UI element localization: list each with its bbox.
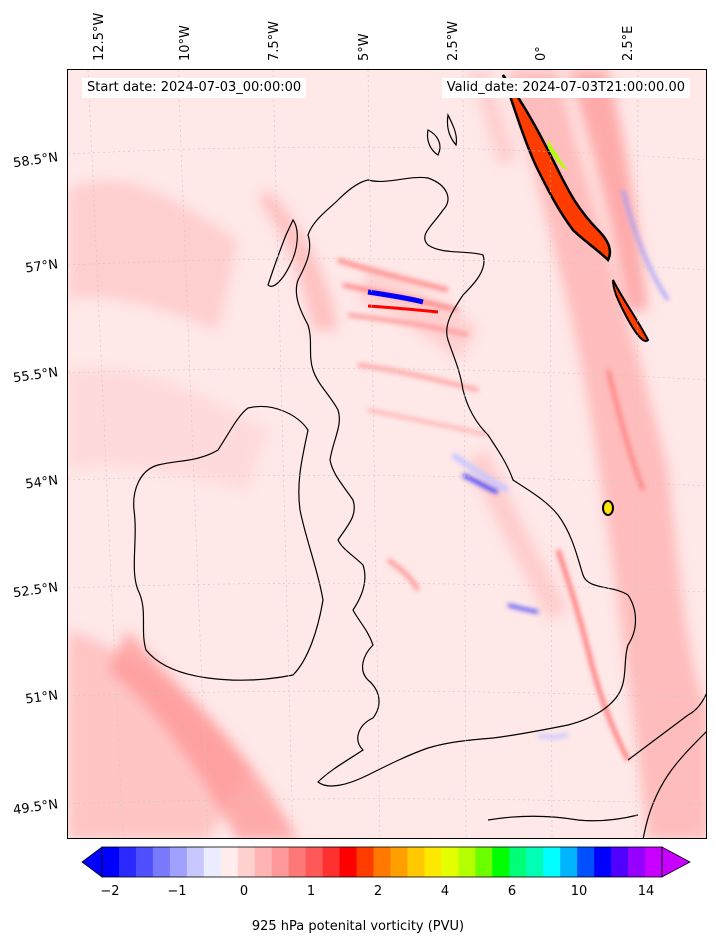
colorbar-segment <box>509 847 527 877</box>
colorbar-segment <box>560 847 578 877</box>
latitude-label: 54°N <box>24 473 60 493</box>
valid-date-label: Valid_date: 2024-07-03T21:00:00.00 <box>441 78 690 98</box>
colorbar-segment <box>152 847 171 877</box>
colorbar-segment <box>288 847 307 877</box>
colorbar-tick-label: 10 <box>570 884 588 899</box>
colorbar <box>81 846 691 878</box>
colorbar-segment <box>373 847 391 877</box>
colorbar-segment <box>169 847 188 877</box>
colorbar-segment <box>458 847 476 877</box>
latitude-label: 57°N <box>24 257 60 277</box>
colorbar-segment <box>186 847 205 877</box>
pv-filaments <box>337 189 670 761</box>
colorbar-segment <box>356 847 375 877</box>
colorbar-segment <box>203 847 222 877</box>
coastlines <box>133 113 706 838</box>
latitude-label: 55.5°N <box>12 365 60 387</box>
colorbar-segment <box>611 847 629 877</box>
colorbar-segment <box>492 847 510 877</box>
colorbar-segment <box>407 847 425 877</box>
colorbar-segment <box>305 847 324 877</box>
colorbar-tick-label: −1 <box>167 884 187 899</box>
colorbar-segment <box>645 847 663 877</box>
colorbar-segment <box>577 847 595 877</box>
colorbar-segment <box>118 847 137 877</box>
pv-field-map <box>68 70 706 838</box>
colorbar-tick-label: 0 <box>239 884 249 899</box>
colorbar-tick-label: 2 <box>373 884 383 899</box>
pv-maximum-ribbon <box>367 74 650 516</box>
colorbar-segment <box>237 847 256 877</box>
colorbar-tick-label: −2 <box>100 884 120 899</box>
colorbar-tick-label: 4 <box>440 884 450 899</box>
longitude-label: 12.5°W <box>92 12 107 61</box>
colorbar-segment <box>254 847 273 877</box>
colorbar-segment <box>390 847 408 877</box>
latitude-label: 51°N <box>24 688 60 708</box>
colorbar-tick-label: 6 <box>507 884 517 899</box>
colorbar-segment <box>526 847 544 877</box>
colorbar-segment <box>220 847 239 877</box>
start-date-label: Start date: 2024-07-03_00:00:00 <box>82 78 307 98</box>
longitude-label: 2.5°W <box>446 20 461 61</box>
latitude-label: 49.5°N <box>12 797 60 819</box>
colorbar-segment <box>441 847 459 877</box>
longitude-label: 2.5°E <box>621 25 636 61</box>
colorbar-label: 925 hPa potenital vorticity (PVU) <box>251 919 465 934</box>
longitude-label: 0° <box>534 46 549 61</box>
colorbar-segment <box>543 847 561 877</box>
latitude-label: 58.5°N <box>12 150 60 172</box>
colorbar-segment <box>475 847 493 877</box>
colorbar-segment <box>322 847 341 877</box>
longitude-label: 10°W <box>178 25 193 61</box>
colorbar-extend-max <box>661 846 691 878</box>
colorbar-segment <box>271 847 290 877</box>
colorbar-extend-min <box>81 846 103 878</box>
colorbar-outline <box>101 846 663 878</box>
longitude-label: 5°W <box>357 33 372 61</box>
colorbar-segment <box>628 847 646 877</box>
map-panel <box>67 69 707 839</box>
colorbar-tick-label: 1 <box>306 884 316 899</box>
colorbar-tick-label: 14 <box>637 884 655 899</box>
colorbar-segment <box>135 847 154 877</box>
latitude-label: 52.5°N <box>12 580 60 602</box>
graticule <box>68 70 706 838</box>
colorbar-segment <box>102 847 120 877</box>
colorbar-segment <box>339 847 358 877</box>
colorbar-segment <box>594 847 612 877</box>
colorbar-segment <box>424 847 442 877</box>
longitude-label: 7.5°W <box>267 20 282 61</box>
